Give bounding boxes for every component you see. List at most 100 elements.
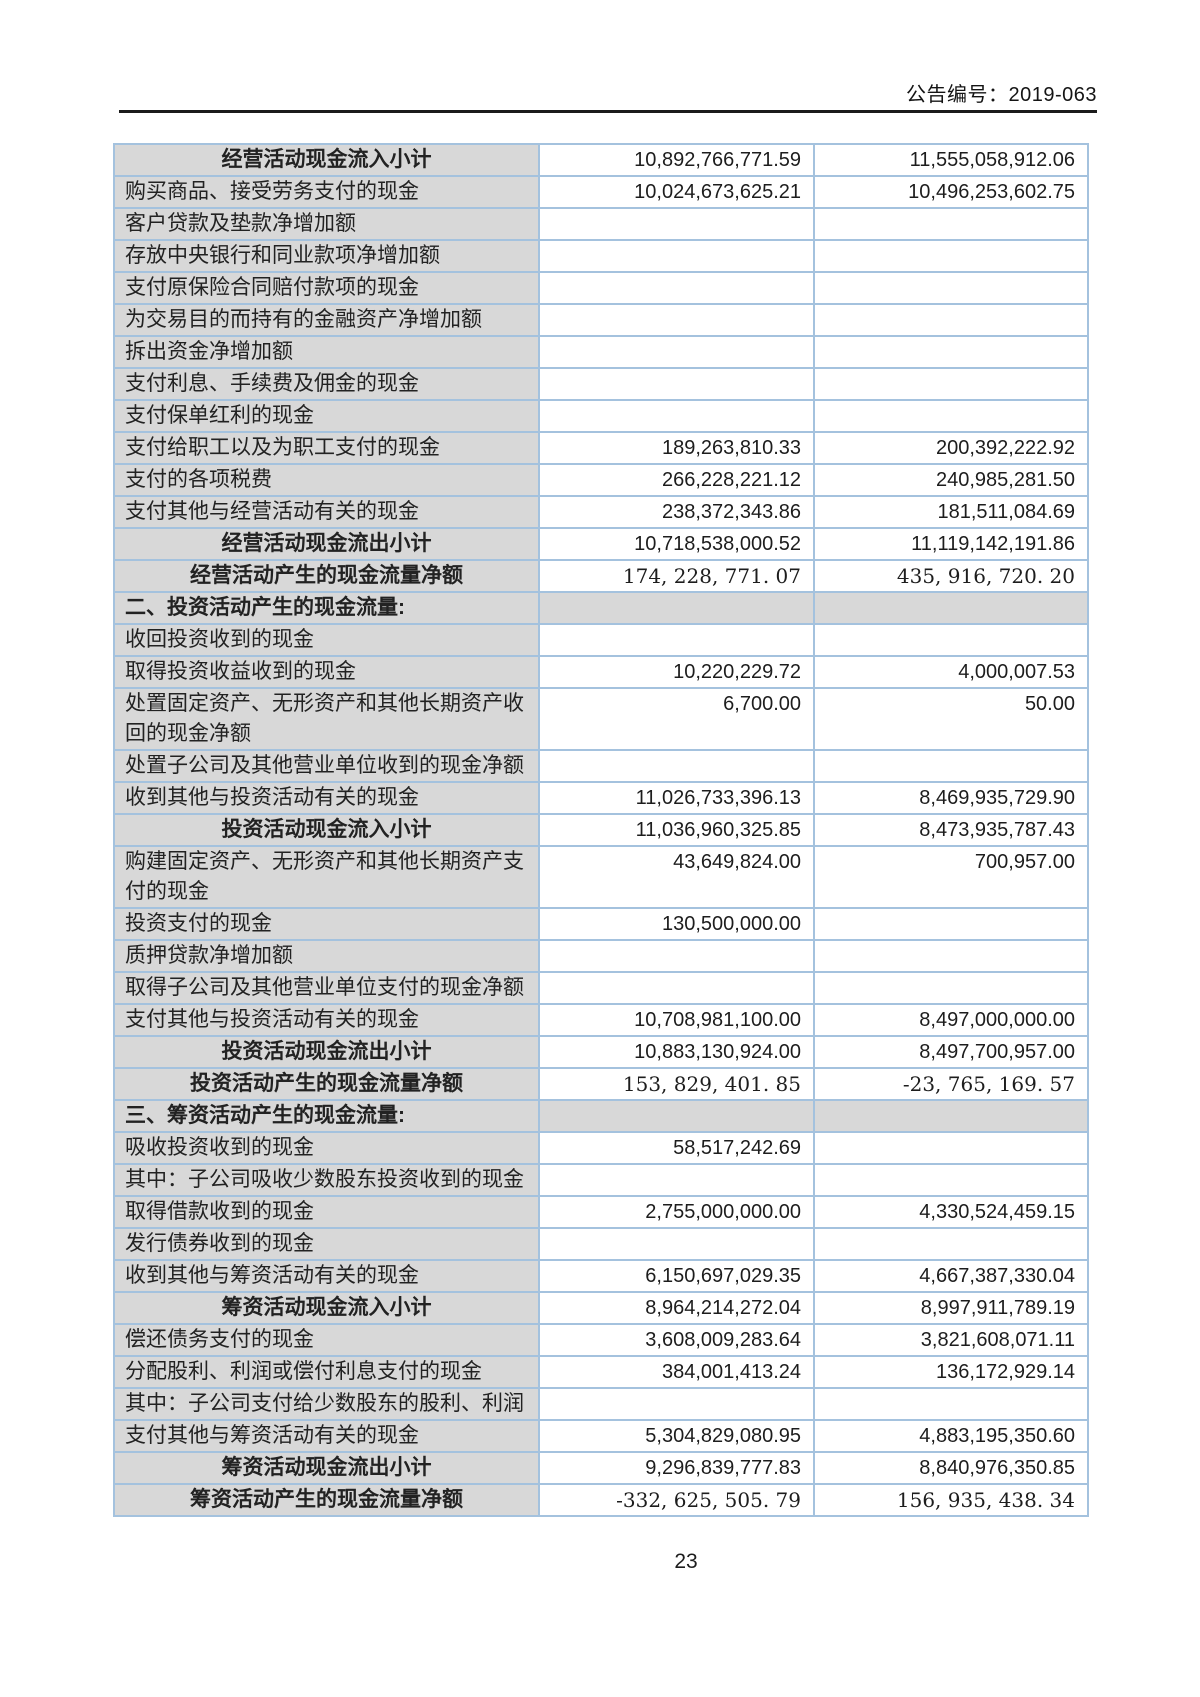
row-value-prior <box>813 907 1089 941</box>
row-value-current: 5,304,829,080.95 <box>538 1419 815 1453</box>
row-value-current <box>538 271 815 305</box>
row-value-prior: 8,473,935,787.43 <box>813 813 1089 847</box>
row-value-prior <box>813 623 1089 657</box>
row-label: 二、投资活动产生的现金流量: <box>113 591 540 625</box>
row-label: 存放中央银行和同业款项净增加额 <box>113 239 540 273</box>
row-value-current <box>538 207 815 241</box>
table-row: 分配股利、利润或偿付利息支付的现金 384,001,413.24 136,172… <box>113 1355 1089 1389</box>
row-value-current <box>538 1163 815 1197</box>
row-value-prior <box>813 367 1089 401</box>
row-value-current <box>538 1227 815 1261</box>
table-row: 支付其他与投资活动有关的现金 10,708,981,100.00 8,497,0… <box>113 1003 1089 1037</box>
row-value-prior: 10,496,253,602.75 <box>813 175 1089 209</box>
row-value-prior: 700,957.00 <box>813 845 1089 909</box>
row-value-prior: 8,469,935,729.90 <box>813 781 1089 815</box>
row-value-current: 238,372,343.86 <box>538 495 815 529</box>
row-value-current: -332, 625, 505. 79 <box>538 1483 815 1517</box>
table-row: 投资支付的现金 130,500,000.00 <box>113 907 1089 941</box>
row-label: 投资支付的现金 <box>113 907 540 941</box>
row-label: 偿还债务支付的现金 <box>113 1323 540 1357</box>
table-row: 经营活动现金流入小计 10,892,766,771.59 11,555,058,… <box>113 143 1089 177</box>
row-value-prior: 8,997,911,789.19 <box>813 1291 1089 1325</box>
row-label: 三、筹资活动产生的现金流量: <box>113 1099 540 1133</box>
row-value-prior <box>813 335 1089 369</box>
row-label: 收到其他与投资活动有关的现金 <box>113 781 540 815</box>
row-label: 客户贷款及垫款净增加额 <box>113 207 540 241</box>
row-value-current: 10,892,766,771.59 <box>538 143 815 177</box>
row-value-prior: 8,497,000,000.00 <box>813 1003 1089 1037</box>
table-row: 质押贷款净增加额 <box>113 939 1089 973</box>
row-label: 支付其他与投资活动有关的现金 <box>113 1003 540 1037</box>
row-value-prior: 4,000,007.53 <box>813 655 1089 689</box>
table-row: 投资活动产生的现金流量净额 153, 829, 401. 85 -23, 765… <box>113 1067 1089 1101</box>
row-value-prior: 3,821,608,071.11 <box>813 1323 1089 1357</box>
row-value-current <box>538 749 815 783</box>
row-value-current: 11,036,960,325.85 <box>538 813 815 847</box>
row-label: 处置子公司及其他营业单位收到的现金净额 <box>113 749 540 783</box>
row-label: 其中：子公司吸收少数股东投资收到的现金 <box>113 1163 540 1197</box>
row-value-current: 10,024,673,625.21 <box>538 175 815 209</box>
row-value-prior: 136,172,929.14 <box>813 1355 1089 1389</box>
table-body: 经营活动现金流入小计 10,892,766,771.59 11,555,058,… <box>113 143 1089 1517</box>
row-label: 经营活动产生的现金流量净额 <box>113 559 540 593</box>
row-value-current: 153, 829, 401. 85 <box>538 1067 815 1101</box>
row-value-current <box>538 399 815 433</box>
table-row: 收到其他与筹资活动有关的现金 6,150,697,029.35 4,667,38… <box>113 1259 1089 1293</box>
row-value-current: 8,964,214,272.04 <box>538 1291 815 1325</box>
table-row: 取得借款收到的现金 2,755,000,000.00 4,330,524,459… <box>113 1195 1089 1229</box>
row-value-prior <box>813 271 1089 305</box>
row-value-prior: 181,511,084.69 <box>813 495 1089 529</box>
table-row: 投资活动现金流出小计 10,883,130,924.00 8,497,700,9… <box>113 1035 1089 1069</box>
row-value-prior <box>813 399 1089 433</box>
row-value-current <box>538 303 815 337</box>
row-label: 吸收投资收到的现金 <box>113 1131 540 1165</box>
row-label: 为交易目的而持有的金融资产净增加额 <box>113 303 540 337</box>
page-number: 23 <box>674 1550 698 1573</box>
row-value-prior: 8,840,976,350.85 <box>813 1451 1089 1485</box>
row-value-current <box>538 1387 815 1421</box>
table-row: 购买商品、接受劳务支付的现金 10,024,673,625.21 10,496,… <box>113 175 1089 209</box>
row-label: 支付的各项税费 <box>113 463 540 497</box>
row-label: 拆出资金净增加额 <box>113 335 540 369</box>
row-value-current: 174, 228, 771. 07 <box>538 559 815 593</box>
row-value-prior: 11,119,142,191.86 <box>813 527 1089 561</box>
table-row: 筹资活动产生的现金流量净额 -332, 625, 505. 79 156, 93… <box>113 1483 1089 1517</box>
table-row: 支付给职工以及为职工支付的现金 189,263,810.33 200,392,2… <box>113 431 1089 465</box>
row-label: 投资活动现金流出小计 <box>113 1035 540 1069</box>
row-value-prior <box>813 1227 1089 1261</box>
table-row: 筹资活动现金流入小计 8,964,214,272.04 8,997,911,78… <box>113 1291 1089 1325</box>
row-value-prior: 240,985,281.50 <box>813 463 1089 497</box>
row-label: 经营活动现金流入小计 <box>113 143 540 177</box>
row-value-prior <box>813 1131 1089 1165</box>
table-row: 投资活动现金流入小计 11,036,960,325.85 8,473,935,7… <box>113 813 1089 847</box>
row-value-prior: 200,392,222.92 <box>813 431 1089 465</box>
row-label: 筹资活动产生的现金流量净额 <box>113 1483 540 1517</box>
row-value-current: 189,263,810.33 <box>538 431 815 465</box>
announcement-number: 公告编号：2019-063 <box>905 84 1097 106</box>
table-row: 二、投资活动产生的现金流量: <box>113 591 1089 625</box>
row-label: 筹资活动现金流入小计 <box>113 1291 540 1325</box>
table-row: 处置子公司及其他营业单位收到的现金净额 <box>113 749 1089 783</box>
row-value-current <box>538 591 815 625</box>
row-value-prior <box>813 303 1089 337</box>
row-value-prior: 4,330,524,459.15 <box>813 1195 1089 1229</box>
row-label: 支付原保险合同赔付款项的现金 <box>113 271 540 305</box>
row-value-current: 384,001,413.24 <box>538 1355 815 1389</box>
row-value-current: 10,220,229.72 <box>538 655 815 689</box>
row-label: 支付保单红利的现金 <box>113 399 540 433</box>
row-label: 取得子公司及其他营业单位支付的现金净额 <box>113 971 540 1005</box>
table-row: 三、筹资活动产生的现金流量: <box>113 1099 1089 1133</box>
row-value-current: 6,700.00 <box>538 687 815 751</box>
table-row: 支付的各项税费 266,228,221.12 240,985,281.50 <box>113 463 1089 497</box>
row-label: 质押贷款净增加额 <box>113 939 540 973</box>
row-label: 分配股利、利润或偿付利息支付的现金 <box>113 1355 540 1389</box>
row-value-prior: 4,883,195,350.60 <box>813 1419 1089 1453</box>
row-label: 收回投资收到的现金 <box>113 623 540 657</box>
row-value-prior <box>813 1163 1089 1197</box>
table-row: 购建固定资产、无形资产和其他长期资产支付的现金 43,649,824.00 70… <box>113 845 1089 909</box>
table-row: 支付其他与筹资活动有关的现金 5,304,829,080.95 4,883,19… <box>113 1419 1089 1453</box>
row-value-current: 130,500,000.00 <box>538 907 815 941</box>
row-value-prior <box>813 207 1089 241</box>
row-value-prior: 4,667,387,330.04 <box>813 1259 1089 1293</box>
